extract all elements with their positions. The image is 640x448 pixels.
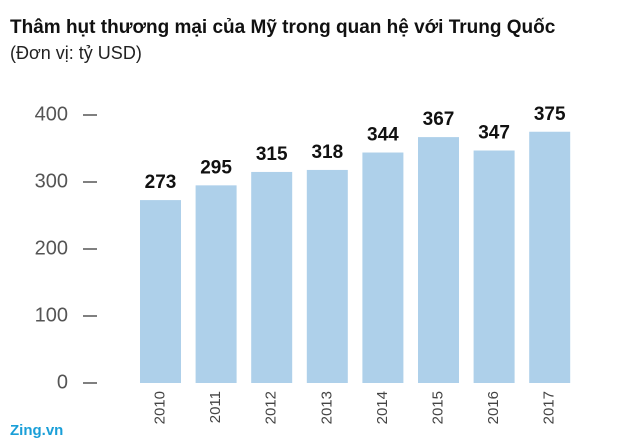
data-label: 318 [311, 142, 343, 163]
x-tick-label: 2011 [207, 391, 224, 423]
x-tick-label: 2010 [151, 391, 168, 424]
bar [195, 185, 237, 383]
y-tick-label: 100 [35, 304, 68, 326]
y-tick-label: 0 [57, 371, 68, 393]
chart-subtitle: (Đơn vị: tỷ USD) [10, 43, 142, 63]
logo: Zing.vn [10, 422, 63, 439]
bar [418, 137, 459, 383]
x-tick-label: 2012 [263, 391, 280, 424]
data-label: 367 [423, 109, 455, 130]
data-label: 273 [145, 172, 177, 193]
x-tick-label: 2013 [318, 391, 335, 424]
x-tick-label: 2016 [485, 391, 502, 424]
bar [140, 200, 181, 383]
data-label: 295 [200, 157, 232, 178]
y-tick-label: 200 [35, 237, 68, 259]
bar [362, 152, 404, 383]
data-label: 344 [367, 125, 399, 146]
data-label: 375 [534, 104, 566, 125]
x-tick-label: 2017 [541, 391, 558, 424]
data-label: 347 [478, 123, 510, 144]
y-tick-label: 300 [35, 170, 68, 192]
y-tick-label: 400 [35, 103, 68, 125]
x-tick-label: 2014 [374, 391, 391, 424]
bar [473, 150, 515, 383]
bar [306, 169, 348, 383]
chart-title: Thâm hụt thương mại của Mỹ trong quan hệ… [10, 17, 556, 38]
x-tick-label: 2015 [429, 391, 446, 424]
bar [251, 171, 293, 383]
bar [529, 131, 571, 383]
data-label: 315 [256, 144, 288, 165]
